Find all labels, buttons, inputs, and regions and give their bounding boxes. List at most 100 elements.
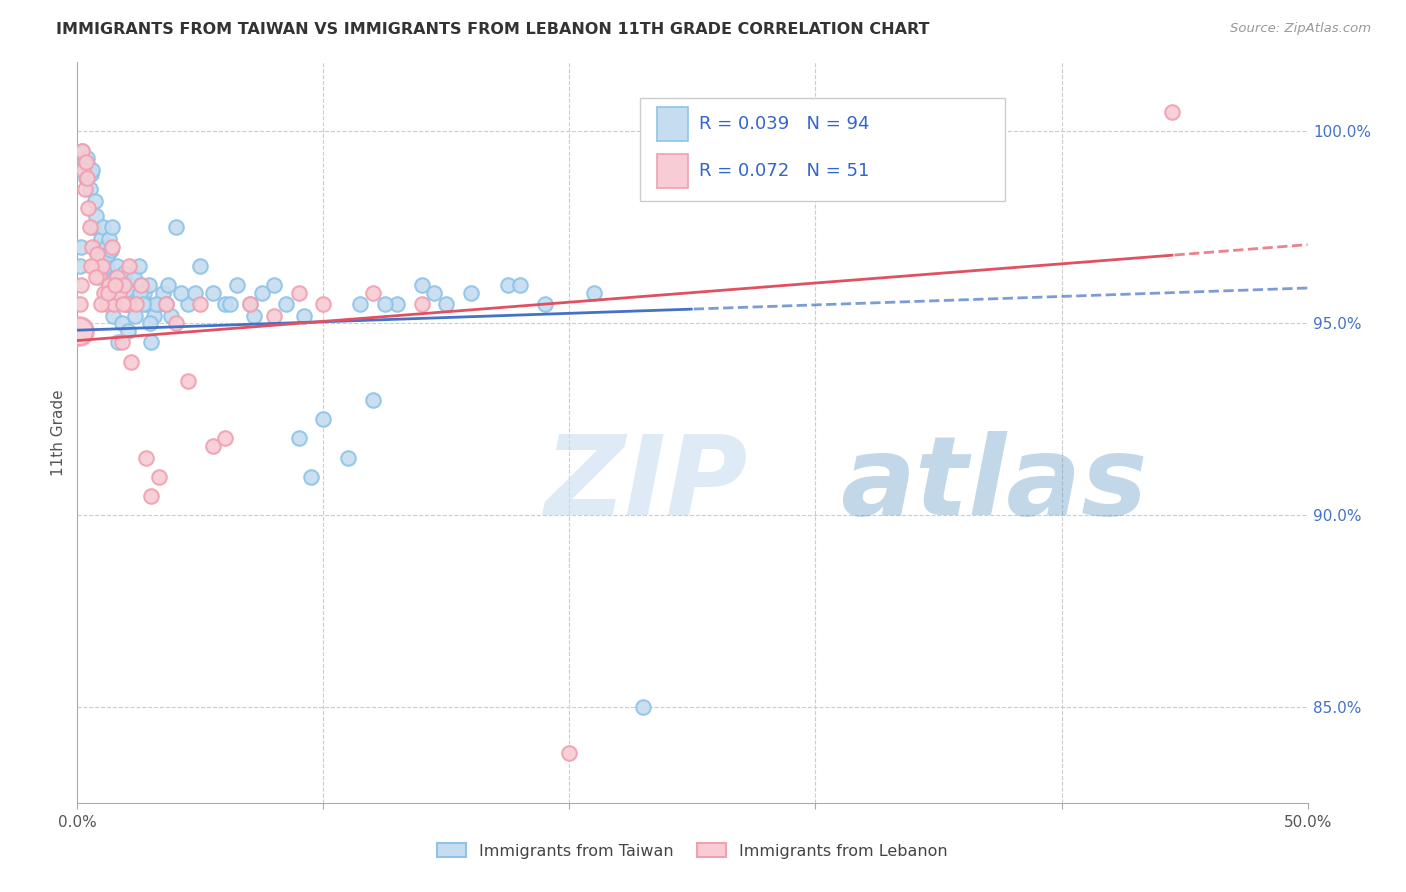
Point — [361, 392, 384, 407]
Point — [219, 297, 242, 311]
Point — [337, 450, 360, 465]
Point — [91, 220, 114, 235]
Point — [101, 220, 124, 235]
Point — [1161, 105, 1184, 120]
Point — [188, 259, 212, 273]
Point — [97, 285, 120, 300]
Point — [90, 259, 114, 273]
Point — [141, 335, 163, 350]
Point — [263, 277, 285, 292]
Point — [103, 297, 125, 311]
Point — [70, 277, 93, 292]
Point — [152, 285, 174, 300]
Point — [112, 277, 135, 292]
Point — [239, 297, 262, 311]
Point — [70, 239, 93, 253]
Point — [129, 277, 153, 292]
Point — [80, 167, 103, 181]
Point — [460, 285, 482, 300]
Point — [90, 247, 114, 261]
Point — [117, 324, 139, 338]
Point — [82, 220, 104, 235]
Point — [145, 297, 167, 311]
Point — [97, 247, 120, 261]
Point — [155, 297, 177, 311]
Point — [75, 170, 97, 185]
Point — [148, 297, 170, 311]
Point — [108, 285, 131, 300]
Point — [121, 285, 143, 300]
Point — [69, 297, 91, 311]
Point — [115, 297, 138, 311]
Point — [101, 239, 124, 253]
Point — [214, 297, 236, 311]
Point — [76, 152, 98, 166]
Text: atlas: atlas — [841, 431, 1147, 538]
Point — [69, 259, 91, 273]
Point — [111, 316, 132, 330]
Point — [104, 277, 127, 292]
Point — [87, 247, 110, 261]
Point — [108, 285, 131, 300]
Point — [70, 144, 93, 158]
Point — [93, 285, 115, 300]
Point — [139, 316, 162, 330]
Point — [170, 285, 193, 300]
Point — [201, 285, 224, 300]
Point — [165, 220, 187, 235]
Point — [98, 277, 121, 292]
Point — [263, 309, 285, 323]
Point — [93, 270, 115, 285]
Point — [107, 335, 129, 350]
Point — [292, 309, 315, 323]
Point — [312, 412, 335, 426]
Point — [77, 159, 100, 173]
Text: IMMIGRANTS FROM TAIWAN VS IMMIGRANTS FROM LEBANON 11TH GRADE CORRELATION CHART: IMMIGRANTS FROM TAIWAN VS IMMIGRANTS FRO… — [56, 22, 929, 37]
Point — [160, 309, 183, 323]
Point — [155, 297, 177, 311]
Point — [86, 247, 108, 261]
Legend: Immigrants from Taiwan, Immigrants from Lebanon: Immigrants from Taiwan, Immigrants from … — [430, 837, 955, 865]
Point — [122, 270, 145, 285]
Point — [177, 374, 200, 388]
Point — [496, 277, 519, 292]
Text: Source: ZipAtlas.com: Source: ZipAtlas.com — [1230, 22, 1371, 36]
Point — [111, 335, 132, 350]
Point — [423, 285, 446, 300]
Point — [89, 259, 111, 273]
Point — [288, 431, 311, 445]
Point — [239, 297, 262, 311]
Point — [72, 162, 94, 177]
Point — [100, 244, 122, 258]
Point — [90, 232, 112, 246]
Point — [70, 144, 93, 158]
Point — [79, 182, 101, 196]
Point — [385, 297, 409, 311]
Point — [138, 277, 160, 292]
Point — [96, 297, 118, 311]
Point — [135, 450, 157, 465]
Point — [148, 469, 170, 483]
Point — [201, 439, 224, 453]
Point — [131, 297, 153, 311]
Point — [214, 431, 236, 445]
Point — [105, 259, 128, 273]
Point — [73, 155, 96, 169]
Point — [80, 259, 103, 273]
Text: ZIP: ZIP — [546, 431, 748, 538]
Point — [118, 259, 141, 273]
Point — [90, 297, 112, 311]
Point — [436, 297, 458, 311]
Point — [121, 354, 143, 368]
Point — [125, 297, 148, 311]
Point — [73, 182, 96, 196]
Point — [79, 220, 101, 235]
Point — [75, 155, 97, 169]
Point — [77, 201, 100, 215]
Point — [141, 489, 163, 503]
Point — [72, 162, 94, 177]
Point — [361, 285, 384, 300]
Point — [250, 285, 273, 300]
Point — [243, 309, 266, 323]
Point — [129, 285, 152, 300]
